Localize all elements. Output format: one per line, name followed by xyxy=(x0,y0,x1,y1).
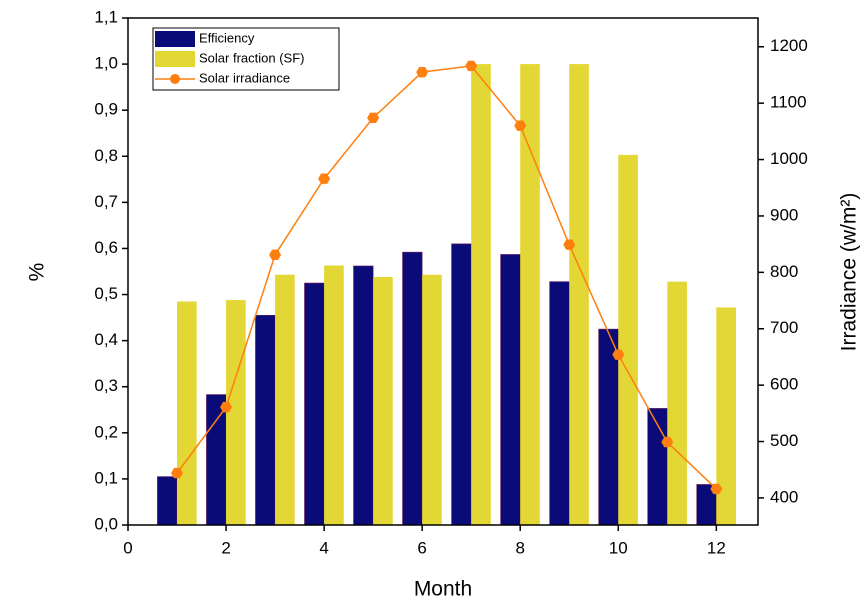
y-tick-label: 0,6 xyxy=(94,238,118,257)
bar xyxy=(402,251,423,526)
line-marker xyxy=(269,249,282,261)
x-tick-label: 10 xyxy=(609,538,628,557)
x-tick-label: 0 xyxy=(123,538,132,557)
bar xyxy=(324,265,344,525)
y2-tick-label: 1100 xyxy=(770,93,807,112)
bar xyxy=(422,274,442,525)
y-tick-label: 0,0 xyxy=(94,514,118,533)
y-axis-title: % xyxy=(26,263,49,282)
legend-marker xyxy=(170,74,180,84)
y2-tick-label: 1000 xyxy=(770,149,808,168)
line-marker xyxy=(416,66,429,78)
y2-axis-title: Irradiance (w/m²) xyxy=(838,193,861,352)
legend-label: Solar irradiance xyxy=(199,70,290,85)
bar xyxy=(716,307,736,525)
y-tick-label: 0,5 xyxy=(94,284,118,303)
bar xyxy=(226,300,246,525)
legend-label: Efficiency xyxy=(199,30,255,45)
y2-tick-label: 600 xyxy=(770,375,798,394)
y-tick-label: 0,7 xyxy=(94,192,118,211)
x-tick-label: 2 xyxy=(221,538,230,557)
bar xyxy=(520,64,540,525)
line xyxy=(176,65,717,490)
bar xyxy=(304,282,325,526)
x-tick-label: 8 xyxy=(515,538,524,557)
y-tick-label: 0,4 xyxy=(94,330,118,349)
bar xyxy=(373,277,393,525)
y-tick-label: 1,0 xyxy=(94,54,118,73)
bar xyxy=(618,154,638,525)
line-marker xyxy=(220,401,233,413)
y2-tick-label: 1200 xyxy=(770,36,808,55)
line-marker xyxy=(661,436,674,448)
bar xyxy=(255,314,276,526)
line-marker xyxy=(318,173,331,184)
bar xyxy=(206,394,227,526)
x-tick-label: 4 xyxy=(319,538,328,557)
bar xyxy=(353,265,374,526)
x-tick-label: 12 xyxy=(707,538,726,557)
line-marker xyxy=(514,120,527,131)
y-tick-label: 1,1 xyxy=(94,7,118,26)
plot-frame xyxy=(127,17,759,526)
bar xyxy=(275,274,295,525)
line-marker xyxy=(171,467,184,479)
y2-tick-label: 800 xyxy=(770,262,798,281)
y-tick-label: 0,8 xyxy=(94,146,118,165)
bar xyxy=(667,281,687,525)
y2-tick-label: 400 xyxy=(770,487,798,506)
bar xyxy=(569,64,589,525)
bar xyxy=(157,476,178,526)
y-tick-label: 0,3 xyxy=(94,376,118,395)
x-tick-label: 6 xyxy=(417,538,426,557)
y2-tick-label: 700 xyxy=(770,318,798,337)
bar xyxy=(500,254,521,526)
bar xyxy=(451,243,472,526)
line-marker xyxy=(710,483,723,495)
line-marker xyxy=(465,60,478,72)
y-tick-label: 0,2 xyxy=(94,422,118,441)
y-tick-label: 0,9 xyxy=(94,100,118,119)
legend-swatch xyxy=(155,51,195,67)
y-tick-label: 0,1 xyxy=(94,468,118,487)
bar xyxy=(177,301,197,525)
bar xyxy=(549,281,570,526)
y2-tick-label: 500 xyxy=(770,431,798,450)
y2-tick-label: 900 xyxy=(770,205,798,224)
line-marker xyxy=(563,239,576,250)
x-axis-title: Month xyxy=(414,578,472,601)
legend-label: Solar fraction (SF) xyxy=(199,50,304,65)
line-marker xyxy=(367,112,380,124)
line-marker xyxy=(612,349,625,360)
bar xyxy=(471,64,491,525)
legend-swatch xyxy=(155,31,195,47)
